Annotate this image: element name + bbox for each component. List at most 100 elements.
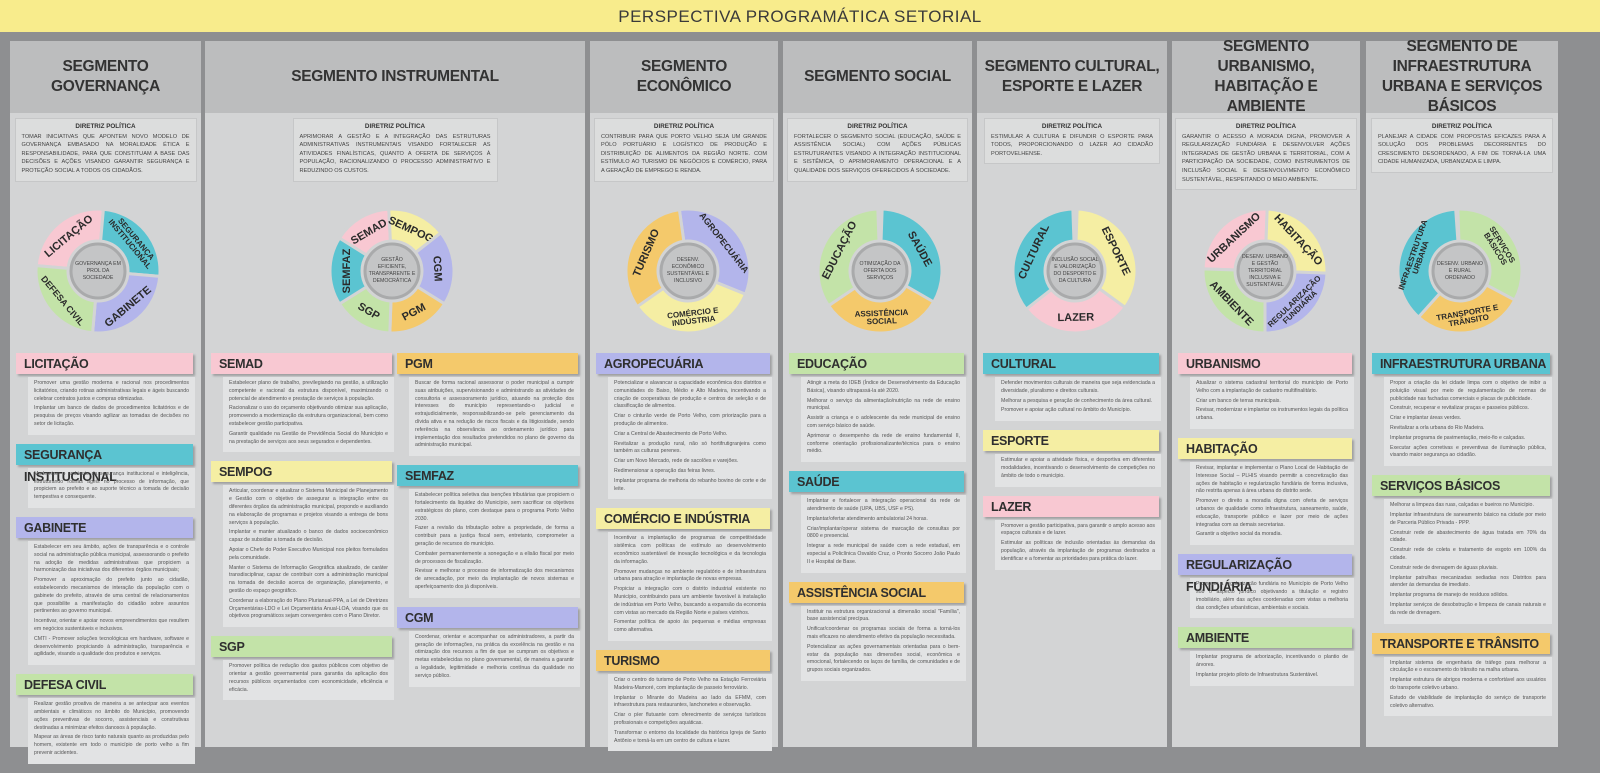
wheel-center xyxy=(659,242,717,300)
sections-right: PGM Buscar de forma racional assessorar o… xyxy=(397,353,580,696)
wheel-segment-infraestrutura-urbana xyxy=(1396,207,1460,320)
segment-title: SEGMENTO INSTRUMENTAL xyxy=(205,41,585,113)
wheel-segment-servicos-basicos xyxy=(1456,207,1524,303)
wheel-center xyxy=(1431,242,1489,300)
section-heading: SEMFAZ xyxy=(397,465,578,487)
list-item: Modernizar o ambiente da segurança insti… xyxy=(34,470,189,501)
section-heading: TRANSPORTE E TRÂNSITO xyxy=(1372,632,1550,654)
section-body: Instituir na estrutura organizacional a … xyxy=(801,605,966,681)
list-item: Promover o direito a moradia digna com o… xyxy=(1196,498,1348,528)
list-item: Potencializar e alavancar a capacidade e… xyxy=(614,380,766,410)
list-item: Implantar programa de arborização, incen… xyxy=(1196,654,1348,669)
section-regularizacao-fundiaria: REGULARIZAÇÃO FUNDIÁRIA Promover a regula… xyxy=(1178,554,1354,619)
list-item: Potencializar as ações governamentais or… xyxy=(807,643,960,674)
section-heading: PGM xyxy=(397,353,578,374)
section-heading: EDUCAÇÃO xyxy=(789,353,964,374)
section-sempog: SEMPOG Articular, coordenar e atualizar o… xyxy=(211,461,394,628)
diretriz-text: GARANTIR O ACESSO A MORADIA DIGNA, PROMO… xyxy=(1182,133,1350,183)
section-heading: INFRAESTRUTURA URBANA xyxy=(1372,353,1550,374)
diretriz-label: DIRETRIZ POLÍTICA xyxy=(847,123,908,130)
section-gabinete: GABINETE Estabelecer em seu âmbito, ações… xyxy=(16,516,195,666)
list-item: Construir, recuperar e revitalizar praça… xyxy=(1390,405,1529,412)
segment-wheel: URBANISMO HABITAÇÃOREGULARIZAÇÃOFUNDIÁRIA… xyxy=(1201,207,1329,335)
wheel-center-text: DESENV. ECONÔMICO SUSTENTÁVEL E INCLUSIV… xyxy=(666,257,710,284)
wheel-center-text: OTIMIZAÇÃO DA OFERTA DOS SERVIÇOS xyxy=(859,260,901,281)
diretriz-label: DIRETRIZ POLÍTICA xyxy=(1041,123,1103,130)
section-body: Criar o centro do turismo de Porto Velho… xyxy=(608,673,772,752)
list-item: Estimular as políticas de inclusão orien… xyxy=(1001,540,1155,562)
list-item: Promover a gestão participativa, para ga… xyxy=(1001,522,1155,537)
wheel-label: CGM xyxy=(430,256,443,282)
diretriz-text: APRIMORAR A GESTÃO E A INTEGRAÇÃO DAS ES… xyxy=(299,133,491,174)
wheel-segment-educacao xyxy=(816,207,881,308)
wheel-label: ASSISTÊNCIASOCIAL xyxy=(854,308,909,327)
section-transporte-e-transito: TRANSPORTE E TRÂNSITO Implantar sistema d… xyxy=(1372,632,1552,717)
section-body: Promover uma gestão moderna e racional n… xyxy=(28,377,195,435)
section-body: Promover política de redução dos gastos … xyxy=(223,660,394,701)
list-item: Defender movimentos culturais de maneira… xyxy=(1001,380,1155,394)
list-item: Implantar serviços de desobstrução e lim… xyxy=(1390,601,1546,616)
list-item: Buscar de forma racional assessorar o po… xyxy=(415,380,574,449)
section-turismo: TURISMO Criar o centro do turismo de Port… xyxy=(596,649,772,752)
list-item: Criar e implantar áreas verdes. xyxy=(1390,415,1462,422)
section-heading: AGROPECUÁRIA xyxy=(596,353,770,374)
wheel-center-text: INCLUSÃO SOCIAL E VALORIZAÇÃO DO DESPORT… xyxy=(1051,257,1099,284)
column-segmento-de-infraestrutura-urbana-e-servicos-basicos: SEGMENTO DE INFRAESTRUTURA URBANA E SERV… xyxy=(1366,38,1558,747)
list-item: Melhorar a pesquisa e geração de conheci… xyxy=(1001,397,1153,404)
wheel-segment-defesa-civil xyxy=(34,263,98,335)
section-heading: REGULARIZAÇÃO FUNDIÁRIA xyxy=(1178,554,1352,594)
list-item: Propiciar a integração com o distrito in… xyxy=(614,586,766,616)
list-item: Manter o Sistema de Informação Geográfic… xyxy=(229,564,388,594)
section-body: Promover a gestão participativa, para ga… xyxy=(995,519,1161,570)
section-infraestrutura-urbana: INFRAESTRUTURA URBANA Propor a criação da… xyxy=(1372,353,1552,467)
wheel-segment-transporte-e-transito xyxy=(1416,283,1517,335)
section-heading: ESPORTE xyxy=(983,430,1159,452)
list-item: Coordenar a elaboração do Plano Plurianu… xyxy=(229,597,388,620)
column-segmento-social: SEGMENTO SOCIAL DIRETRIZ POLÍTICA FORTALEC… xyxy=(783,41,972,747)
section-saude: SAÚDE Implantar e fortalecer a integração… xyxy=(789,471,966,573)
section-heading: HABITAÇÃO xyxy=(1178,437,1352,459)
wheel-center xyxy=(1046,242,1104,300)
diretriz-label: DIRETRIZ POLÍTICA xyxy=(653,123,715,130)
diretriz-box: DIRETRIZ POLÍTICA PLANEJAR A CIDADE COM P… xyxy=(1371,118,1553,173)
list-item: Implantar e manter atualizado o banco de… xyxy=(229,529,388,544)
wheel-segment-semfaz xyxy=(328,236,369,306)
section-body: Atingir a meta do IDEB (Índice de Desenv… xyxy=(801,377,966,463)
section-educacao: EDUCAÇÃO Atingir a meta do IDEB (Índice d… xyxy=(789,353,966,463)
section-servicos-basicos: SERVIÇOS BÁSICOS Melhorar a limpeza das r… xyxy=(1372,475,1552,624)
column-segmento-economico: SEGMENTO ECONÔMICO DIRETRIZ POLÍTICA CONTR… xyxy=(590,41,778,752)
segment-title: SEGMENTO DE INFRAESTRUTURA URBANA E SERV… xyxy=(1366,38,1558,115)
section-body: Incentivar a implantação de programas de… xyxy=(608,532,772,641)
wheel-label: SEMFAZ xyxy=(341,248,353,293)
wheel-segment-turismo xyxy=(624,207,686,309)
list-item: Incentivar, orientar e apoiar novos empr… xyxy=(34,618,189,632)
section-body: Melhorar a limpeza das ruas, calçadas e … xyxy=(1384,499,1552,624)
section-heading: SERVIÇOS BÁSICOS xyxy=(1372,475,1550,497)
section-body: Propor a criação da lei cidade limpa com… xyxy=(1384,377,1552,467)
list-item: Estimular e apoiar a atividade física, e… xyxy=(1001,457,1155,479)
section-semfaz: SEMFAZ Estabelecer política seletiva das … xyxy=(397,465,580,598)
section-heading: SGP xyxy=(211,636,392,658)
sections: URBANISMO Atualizar o sistema cadastral t… xyxy=(1172,353,1360,695)
segment-title: SEGMENTO URBANISMO, HABITAÇÃO E AMBIENTE xyxy=(1172,38,1360,115)
section-body: Implantar sistema de engenharia de tráfe… xyxy=(1384,656,1552,717)
wheel-center-text: DESENV. URBANO E RURAL ORDENADO xyxy=(1437,260,1483,281)
wheel-center xyxy=(69,242,127,300)
list-item: Fazer a revisão da tributação sobre a pr… xyxy=(415,525,574,547)
list-item: CMTI - Promover soluções tecnológicas em… xyxy=(34,635,189,658)
section-pgm: PGM Buscar de forma racional assessorar o… xyxy=(397,353,580,457)
diretriz-label: DIRETRIZ POLÍTICA xyxy=(1235,123,1297,130)
segment-title: SEGMENTO SOCIAL xyxy=(783,41,972,113)
list-item: Redimensionar a operação das feiras livr… xyxy=(614,467,716,474)
list-item: Combater permanentemente a sonegação e a… xyxy=(415,550,574,565)
column-segmento-governanca: SEGMENTO GOVERNANÇA DIRETRIZ POLÍTICA TOMA… xyxy=(10,41,201,764)
diretriz-box: DIRETRIZ POLÍTICA TOMAR INICIATIVAS QUE A… xyxy=(14,118,197,182)
column-segmento-instrumental: SEGMENTO INSTRUMENTAL DIRETRIZ POLÍTICA AP… xyxy=(205,41,585,747)
section-body: Estabelecer política seletiva das isençõ… xyxy=(409,489,580,598)
section-body: Articular, coordenar e atualizar o Siste… xyxy=(223,485,394,628)
section-assistencia-social: ASSISTÊNCIA SOCIAL Instituir na estrutura… xyxy=(789,581,966,681)
section-body: Estimular e apoiar a atividade física, e… xyxy=(995,454,1161,487)
section-cgm: CGM Coordenar, orientar e acompanhar os a… xyxy=(397,606,580,687)
